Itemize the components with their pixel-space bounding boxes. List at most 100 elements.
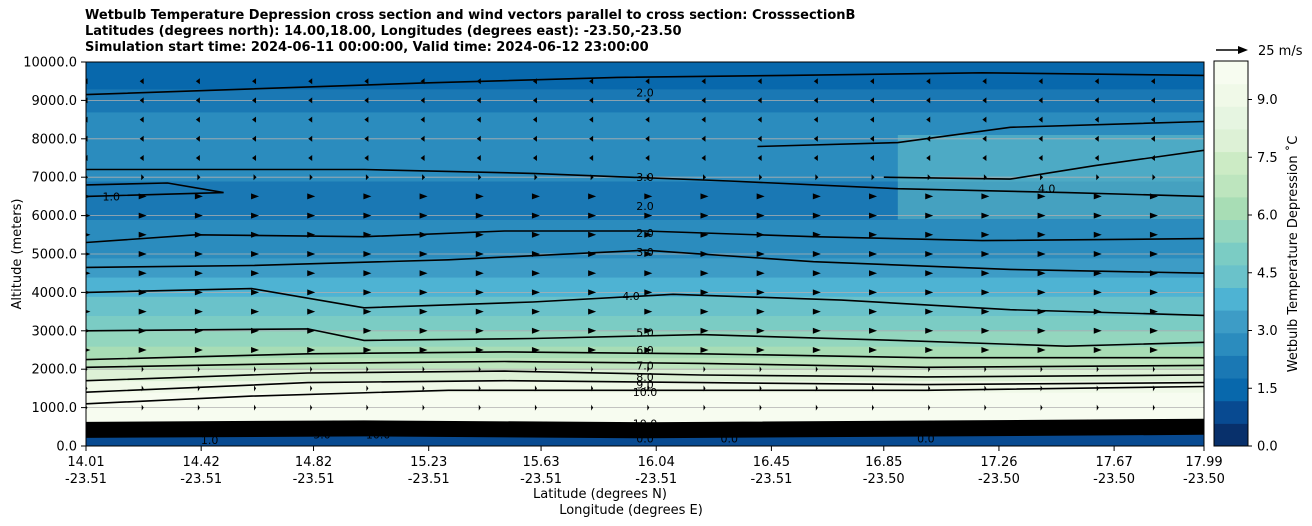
wind-vector (139, 78, 144, 85)
wind-vector (701, 116, 706, 123)
wind-vector (982, 155, 987, 161)
wind-vector (420, 135, 425, 142)
contour-label: 4.0 (1038, 183, 1056, 196)
wind-vector (815, 385, 818, 392)
wind-vector (645, 78, 650, 85)
colorbar: 0.0 1.5 3.0 4.5 6.0 7.5 9.0 Wetbulb Temperatur… (1213, 60, 1301, 455)
wind-vector (812, 251, 821, 257)
colorbar-tick-label: 4.5 (1257, 266, 1278, 281)
wind-vector (756, 347, 765, 353)
wind-vector (197, 385, 200, 392)
contour-line (86, 230, 1204, 244)
wind-vector (589, 155, 594, 161)
wind-vector (1094, 155, 1099, 161)
wind-vector (363, 193, 372, 200)
y-tick-label: 5000.0 (32, 248, 78, 263)
wind-vector (759, 404, 762, 411)
wind-vector (588, 212, 597, 219)
wind-vector (983, 174, 987, 181)
wind-vector (981, 231, 990, 238)
wind-vector (1037, 347, 1046, 353)
wind-vector (1093, 289, 1102, 296)
wind-vector (534, 366, 537, 373)
contour-label: 1.0 (103, 190, 121, 203)
wind-vector (194, 212, 203, 219)
wind-vector (363, 270, 372, 277)
wind-vector (981, 251, 990, 257)
wind-vector (532, 78, 537, 85)
wind-vector (703, 366, 706, 373)
wind-vector (872, 385, 875, 392)
wind-vector (700, 212, 709, 219)
wind-vector (86, 348, 91, 352)
wind-vector (307, 308, 316, 315)
wind-vector (872, 366, 875, 373)
wind-vector (815, 366, 818, 373)
wind-vector (141, 174, 145, 181)
wind-vector (702, 174, 706, 181)
wind-vector (982, 116, 987, 123)
x-axis-label-lon: Longitude (degrees E) (559, 503, 703, 518)
wind-vector (363, 231, 372, 238)
wind-vector (86, 194, 91, 199)
wind-vector (251, 231, 260, 238)
wind-vector (981, 270, 990, 277)
wind-vector (310, 404, 313, 411)
contour-line (86, 168, 1204, 198)
wind-vector (701, 135, 706, 142)
wind-vector (531, 289, 540, 296)
wind-vector (364, 135, 369, 142)
wind-vector (645, 97, 650, 104)
x-tick-label-lon: -23.51 (293, 472, 335, 487)
wind-vector (1096, 423, 1099, 430)
wind-vector (756, 251, 765, 257)
wind-vector (197, 423, 200, 430)
wind-vector (86, 252, 91, 256)
wind-vector (254, 423, 257, 430)
wind-vector (700, 347, 709, 353)
wind-vector (531, 347, 540, 353)
contour-label: 2.0 (636, 87, 654, 100)
contour-fill-band (86, 330, 1204, 347)
wind-vector (252, 78, 257, 85)
wind-vector (1149, 212, 1158, 219)
wind-vector (86, 290, 91, 295)
wind-vector (138, 251, 147, 257)
contour-labels: 2.01.03.02.04.02.03.04.05.06.07.08.09.01… (103, 87, 1056, 446)
wind-vector (925, 289, 934, 296)
colorbar-band (1214, 242, 1248, 266)
wind-vector (928, 366, 931, 373)
wind-vector (981, 327, 990, 334)
wind-vector (478, 423, 481, 430)
wind-vector (252, 135, 257, 142)
wind-vector (812, 308, 821, 315)
wind-vector (363, 212, 372, 219)
x-tick-label-lon: -23.50 (1183, 472, 1225, 487)
contour-fill-band (86, 315, 1204, 332)
wind-vector (588, 289, 597, 296)
wind-vector (366, 385, 369, 392)
wind-vector (1149, 270, 1158, 277)
wind-vector (1149, 193, 1158, 200)
y-tick-label: 10000.0 (23, 56, 77, 71)
wind-vector (531, 231, 540, 238)
wind-vector (757, 97, 762, 104)
wind-vector (364, 97, 369, 104)
x-tick-label-lon: -23.51 (408, 472, 450, 487)
wind-vector (815, 174, 819, 181)
wind-vector (475, 327, 484, 334)
wind-vector (364, 116, 369, 123)
wind-vector (1152, 423, 1155, 430)
wind-vector (420, 155, 425, 161)
colorbar-band (1214, 61, 1248, 85)
wind-vector (869, 193, 878, 200)
x-axis-label-lat: Latitude (degrees N) (533, 487, 667, 502)
wind-vector (419, 347, 428, 353)
wind-vector (476, 97, 481, 104)
wind-vector (647, 423, 650, 430)
colorbar-band (1214, 378, 1248, 402)
contour-fill-band (86, 111, 1204, 136)
wind-vector (925, 193, 934, 200)
contour-label: 10.0 (633, 418, 658, 431)
wind-vector (1038, 97, 1043, 104)
